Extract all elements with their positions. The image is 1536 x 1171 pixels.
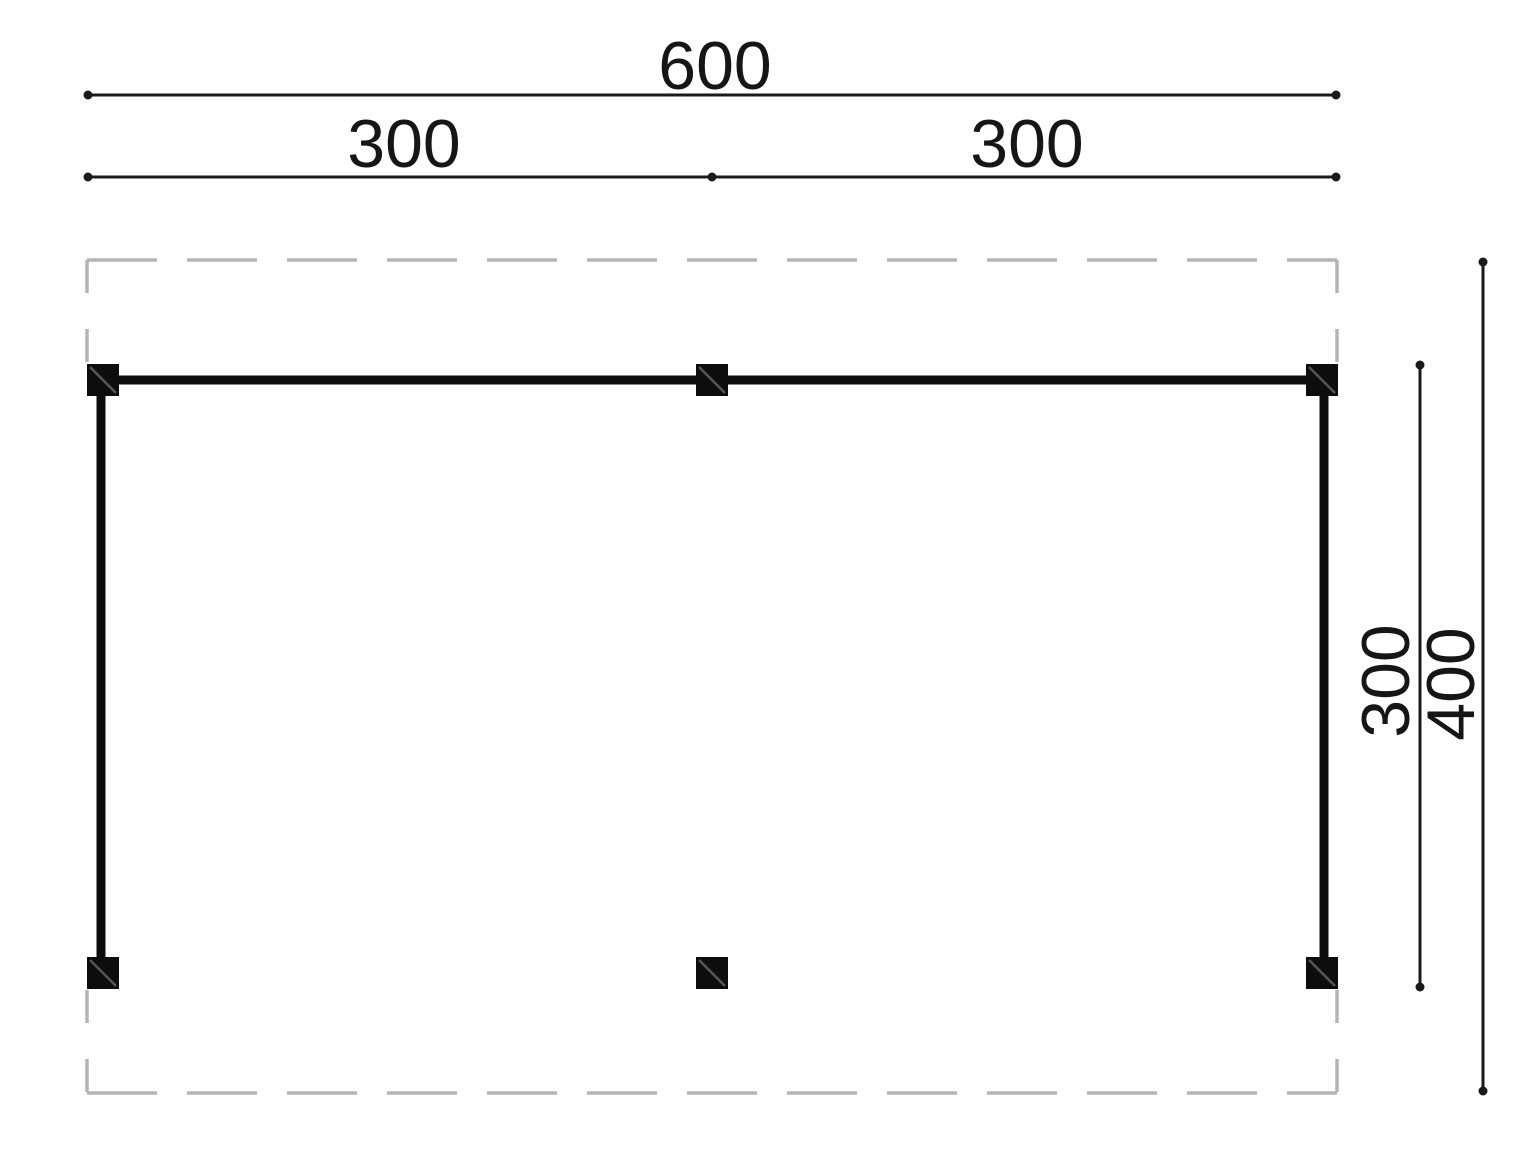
dim-endcap — [1415, 360, 1425, 370]
post-diagonal — [89, 959, 117, 987]
dim-endcap — [1331, 172, 1341, 182]
post-diagonal — [1308, 366, 1336, 394]
post-diagonal — [698, 366, 726, 394]
post-top-middle — [696, 364, 728, 396]
right-dimension-group: 300 400 — [1348, 257, 1489, 1096]
post-top-right — [1306, 364, 1338, 396]
post-diagonal — [89, 366, 117, 394]
dim-label-width-left: 300 — [347, 106, 460, 182]
dim-label-overall-width: 600 — [658, 28, 771, 104]
post-diagonal — [1308, 959, 1336, 987]
roof-outline-group — [85, 258, 1339, 1095]
dim-label-depth-outer: 400 — [1413, 627, 1489, 740]
dim-endcap — [83, 90, 93, 100]
dim-endcap — [1478, 1086, 1488, 1096]
post-bottom-middle — [696, 957, 728, 989]
post-bottom-left — [87, 957, 119, 989]
post-diagonal — [698, 959, 726, 987]
dim-midtick — [707, 172, 717, 182]
dim-endcap — [1331, 90, 1341, 100]
top-dimension-group: 600 300 300 — [83, 28, 1341, 182]
post-top-left — [87, 364, 119, 396]
structure-group — [87, 364, 1338, 989]
dim-endcap — [83, 172, 93, 182]
dim-label-depth-inner: 300 — [1348, 624, 1424, 737]
dim-endcap — [1415, 982, 1425, 992]
dim-endcap — [1478, 257, 1488, 267]
dim-label-width-right: 300 — [970, 106, 1083, 182]
post-bottom-right — [1306, 957, 1338, 989]
